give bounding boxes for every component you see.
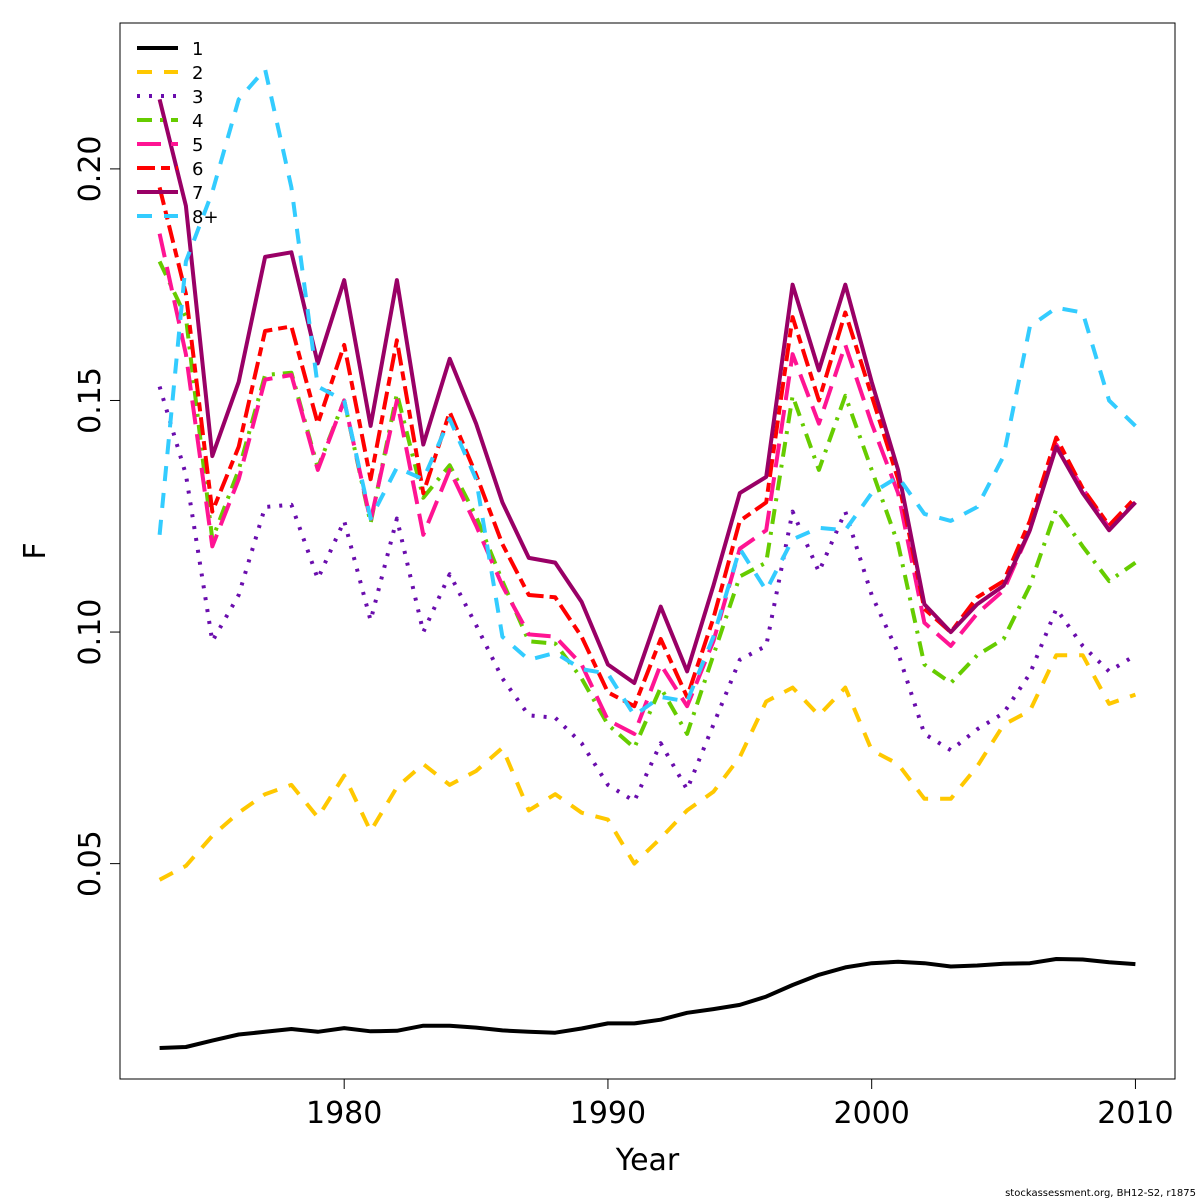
y-axis: 0.05 0.10 0.15 0.20 (73, 135, 120, 897)
series-line-2 (158, 653, 1137, 882)
y-tick-label: 0.10 (73, 599, 108, 666)
footer-credit: stockassessment.org, BH12-S2, r1875 (1005, 1188, 1196, 1199)
x-tick-label: 2010 (1097, 1096, 1173, 1131)
x-axis: 1980 1990 2000 2010 (306, 1079, 1174, 1131)
plot-frame (119, 22, 1176, 1080)
x-tick-label: 1980 (306, 1096, 382, 1131)
legend: 1 2 3 4 5 6 7 8+ (137, 39, 219, 228)
legend-label-6: 6 (192, 159, 203, 180)
y-axis-title: F (18, 542, 53, 559)
series-line-5 (157, 233, 1137, 736)
series-line-7 (157, 98, 1137, 685)
x-tick-label: 1990 (570, 1096, 646, 1131)
legend-label-3: 3 (192, 87, 203, 108)
y-tick-label: 0.05 (73, 830, 108, 897)
legend-label-7: 7 (192, 183, 203, 204)
legend-label-4: 4 (192, 111, 203, 132)
x-axis-title: Year (615, 1143, 680, 1178)
legend-label-8plus: 8+ (192, 207, 219, 228)
legend-label-5: 5 (192, 135, 203, 156)
series-layer (157, 67, 1137, 1050)
x-tick-label: 2000 (834, 1096, 910, 1131)
legend-label-2: 2 (192, 63, 203, 84)
y-tick-label: 0.15 (73, 367, 108, 434)
series-line-6 (157, 186, 1137, 709)
series-line-8plus (157, 67, 1137, 718)
y-tick-label: 0.20 (73, 135, 108, 202)
legend-label-1: 1 (192, 39, 203, 60)
series-line-1 (159, 957, 1136, 1050)
